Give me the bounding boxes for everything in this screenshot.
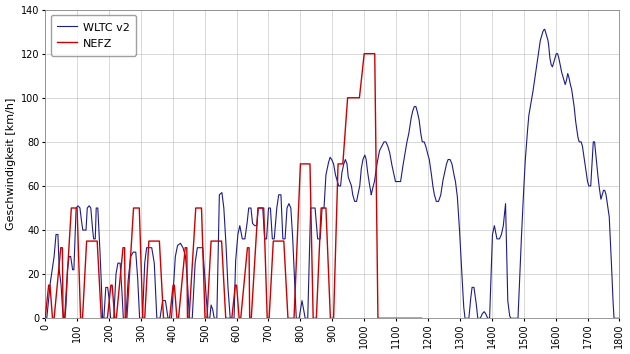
NEFZ [42,316,49,320]
NEFZ [418,316,425,320]
WLTC v2 [112,272,120,276]
WLTC v2 [230,316,238,320]
WLTC v2 [616,316,623,320]
NEFZ [360,52,368,56]
NEFZ [278,239,286,243]
NEFZ [71,206,78,210]
Line: NEFZ: NEFZ [45,54,421,318]
Line: WLTC v2: WLTC v2 [45,29,619,318]
Y-axis label: Geschwindigkeit [km/h]: Geschwindigkeit [km/h] [6,98,16,230]
WLTC v2 [469,285,476,290]
NEFZ [284,310,292,314]
WLTC v2 [225,298,232,303]
WLTC v2 [541,27,548,32]
NEFZ [100,316,107,320]
Legend: WLTC v2, NEFZ: WLTC v2, NEFZ [51,15,137,56]
NEFZ [189,253,197,257]
WLTC v2 [42,316,49,320]
WLTC v2 [56,275,64,280]
NEFZ [265,316,273,320]
WLTC v2 [301,313,308,317]
